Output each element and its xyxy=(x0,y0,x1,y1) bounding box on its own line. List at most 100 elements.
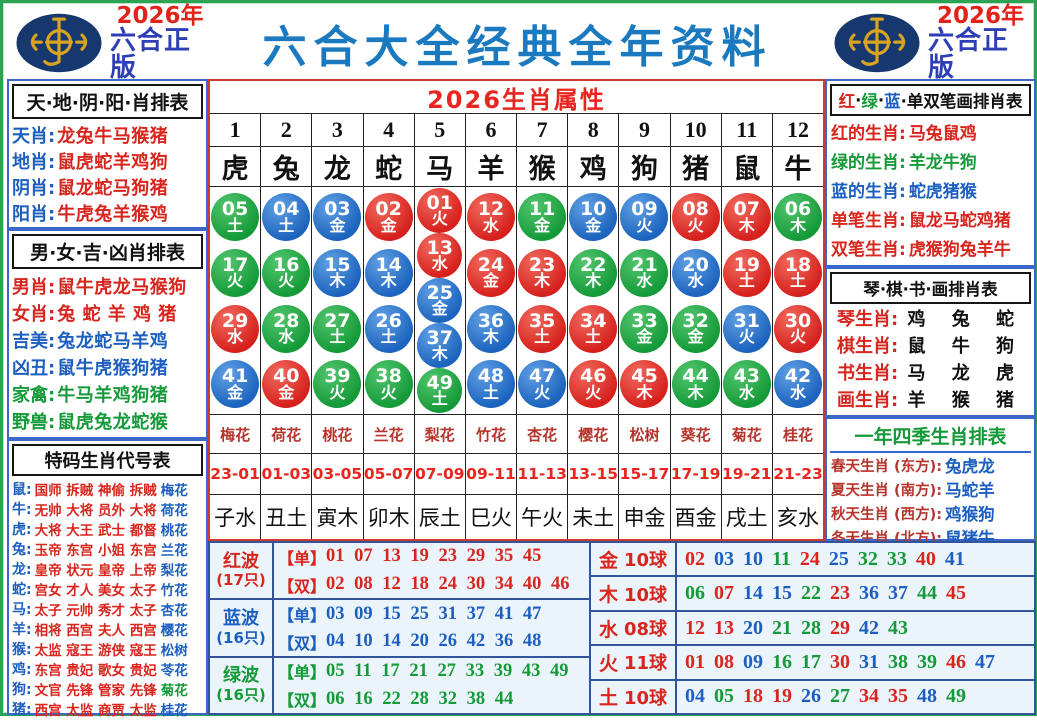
flower-name: 荷花 xyxy=(260,415,311,453)
row-label: 吉美: xyxy=(12,330,56,352)
element-number: 39 xyxy=(917,650,937,673)
ball-column: 11 金 23 木 35 土 47 火 xyxy=(516,187,567,415)
number-ball: 15 木 xyxy=(313,248,362,297)
season-table: 一年四季生肖排表 春天生肖 (东方): 兔虎龙 夏天生肖 (南方): 马蛇羊 秋天生肖 … xyxy=(825,417,1036,548)
element-count: 08球 xyxy=(623,619,668,641)
row-value: 鼠龙蛇马狗猪 xyxy=(57,178,169,199)
zodiac-name: 猴 xyxy=(516,146,567,187)
ball-element: 金 xyxy=(380,215,397,235)
zodiac-list-row: 秋天生肖 (西方): 鸡猴狗 xyxy=(831,501,1030,525)
title-segment: 绿 xyxy=(861,92,878,111)
ball-element: 木 xyxy=(329,271,346,291)
element-number: 49 xyxy=(946,685,966,708)
ball-number: 02 xyxy=(375,198,402,221)
header: 2026年 六合正版 六合大全经典全年资料 2026年 六合正版 xyxy=(7,3,1033,82)
row-label: 夏天生肖 (南方): xyxy=(831,482,943,499)
ball-column: 12 水 24 金 36 木 48 土 xyxy=(464,187,516,415)
ball-number: 32 xyxy=(682,309,709,332)
ball-number: 31 xyxy=(733,309,761,332)
element-label: 土 10球 xyxy=(591,680,677,714)
ball-column: 01 火 13 水 25 金 37 木 49 土 xyxy=(413,187,465,415)
element-number: 16 xyxy=(772,650,792,673)
wave-group-red: 红波 (17只) 【单】 01 07 13 19 23 29 35 45 【双】 02 0… xyxy=(210,543,589,599)
number-ball: 20 水 xyxy=(671,248,720,297)
row-flower: 松树 xyxy=(160,643,188,659)
number-ball: 13 水 xyxy=(417,233,463,279)
row-label: 春天生肖 (东方): xyxy=(831,458,943,475)
ball-number: 21 xyxy=(631,253,658,276)
ball-number: 13 xyxy=(426,236,453,259)
ball-number: 11 xyxy=(528,198,556,221)
row-value: 蛇虎猪猴 xyxy=(908,182,977,202)
earthly-branch: 未土 xyxy=(567,495,618,539)
row-value: 鼠虎兔龙蛇猴 xyxy=(57,411,169,433)
ball-element: 火 xyxy=(738,327,755,347)
number-ball: 40 金 xyxy=(262,360,311,409)
season-rows: 春天生肖 (东方): 兔虎龙 夏天生肖 (南方): 马蛇羊 秋天生肖 (西方): 鸡猴狗冬… xyxy=(827,453,1034,552)
row-label: 棋生肖: xyxy=(837,336,899,358)
zodiac-list-row: 春天生肖 (东方): 兔虎龙 xyxy=(831,453,1030,477)
zodiac-list-row: 红的生肖: 马兔鼠鸡 xyxy=(831,117,1030,146)
arts-table: 琴·棋·书·画排肖表 琴生肖: 鸡 兔 蛇棋生肖: 鼠 牛 狗书生肖: 马 龙 虎画生… xyxy=(825,267,1036,417)
ball-element: 火 xyxy=(278,271,295,291)
ball-element: 水 xyxy=(431,254,448,274)
zodiac-list-row: 地肖: 鼠虎蛇羊鸡狗 xyxy=(12,148,203,174)
element-label: 金 10球 xyxy=(591,543,677,576)
gender-luck-table: 男·女·吉·凶肖排表 男肖: 鼠牛虎龙马猴狗 女肖: 兔 蛇 羊 鸡 猪吉美: 兔龙蛇马… xyxy=(7,229,208,439)
zodiac-name: 龙 xyxy=(311,146,362,187)
element-number: 18 xyxy=(743,685,763,708)
element-count: 10球 xyxy=(623,687,668,709)
number-ball: 25 金 xyxy=(417,278,463,324)
odd-even-tag: 【单】 xyxy=(278,663,327,683)
ball-column: 06 木 18 土 30 火 42 水 xyxy=(771,187,823,415)
right-sidebar: 红 · 绿 · 蓝 ·单双笔画排肖表 红的生肖: 马兔鼠鸡 绿的生肖: 羊龙牛狗 蓝的生肖: 蛇虎猪… xyxy=(825,79,1036,548)
zodiac-list-row: 琴生肖: 鸡 兔 蛇 xyxy=(831,305,1030,332)
element-row: 金 10球 02 03 10 11 24 25 32 33 40 41 xyxy=(591,543,1034,576)
row-value: 兔 蛇 羊 鸡 猪 xyxy=(57,303,177,325)
element-number: 27 xyxy=(830,685,850,708)
ball-element: 金 xyxy=(329,215,346,235)
column-number: 5 xyxy=(413,114,465,146)
element-number: 23 xyxy=(830,582,850,605)
row-flower: 苓花 xyxy=(160,663,188,679)
row-titles: 皇帝 状元 皇帝 上帝 xyxy=(34,563,157,579)
row-label: 马: xyxy=(12,602,32,618)
row-label: 猴: xyxy=(12,642,32,658)
number-ball: 48 土 xyxy=(466,360,515,409)
ball-element: 木 xyxy=(687,382,704,402)
ball-column: 09 火 21 水 33 金 45 木 xyxy=(618,187,669,415)
element-number: 25 xyxy=(828,547,849,570)
element-number: 15 xyxy=(772,582,792,605)
row-titles: 玉帝 东宫 小姐 东宫 xyxy=(34,543,157,559)
odd-even-tag: 【双】 xyxy=(278,633,327,653)
element-number: 26 xyxy=(801,685,821,708)
row-label: 男肖: xyxy=(12,276,56,298)
zodiac-name: 兔 xyxy=(260,146,311,187)
ball-number: 34 xyxy=(580,309,607,332)
title-segment: 红 xyxy=(838,92,856,111)
row-flower: 樱花 xyxy=(160,623,188,639)
wave-even-row: 【双】 04 10 14 20 26 42 36 48 xyxy=(274,628,589,656)
column-number: 2 xyxy=(260,114,311,146)
time-range: 03-05 xyxy=(311,453,362,495)
zodiac-name: 蛇 xyxy=(362,146,414,187)
row-flower: 桂花 xyxy=(160,703,188,719)
earthly-branch: 亥水 xyxy=(771,495,823,539)
element-number: 29 xyxy=(830,616,850,639)
element-number: 44 xyxy=(917,582,937,605)
ball-element: 木 xyxy=(431,344,448,364)
column-number: 8 xyxy=(567,114,618,146)
number-ball: 18 土 xyxy=(773,248,822,297)
row-titles: 国师 拆贼 神偷 拆贼 xyxy=(34,483,157,499)
title-segment: ·单双笔画排肖表 xyxy=(900,92,1023,111)
ball-number: 28 xyxy=(273,309,300,332)
arts-rows: 琴生肖: 鸡 兔 蛇棋生肖: 鼠 牛 狗书生肖: 马 龙 虎画生肖: 羊 猴 猪 xyxy=(827,305,1034,415)
ball-element: 水 xyxy=(789,382,806,402)
number-ball: 49 土 xyxy=(417,368,463,414)
number-ball: 01 火 xyxy=(417,188,463,234)
number-ball: 03 金 xyxy=(313,193,362,242)
earthly-branch: 辰土 xyxy=(413,495,465,539)
element-number: 28 xyxy=(801,616,821,639)
number-ball: 47 火 xyxy=(518,360,567,409)
zodiac-list-row: 男肖: 鼠牛虎龙马猴狗 xyxy=(12,272,203,299)
